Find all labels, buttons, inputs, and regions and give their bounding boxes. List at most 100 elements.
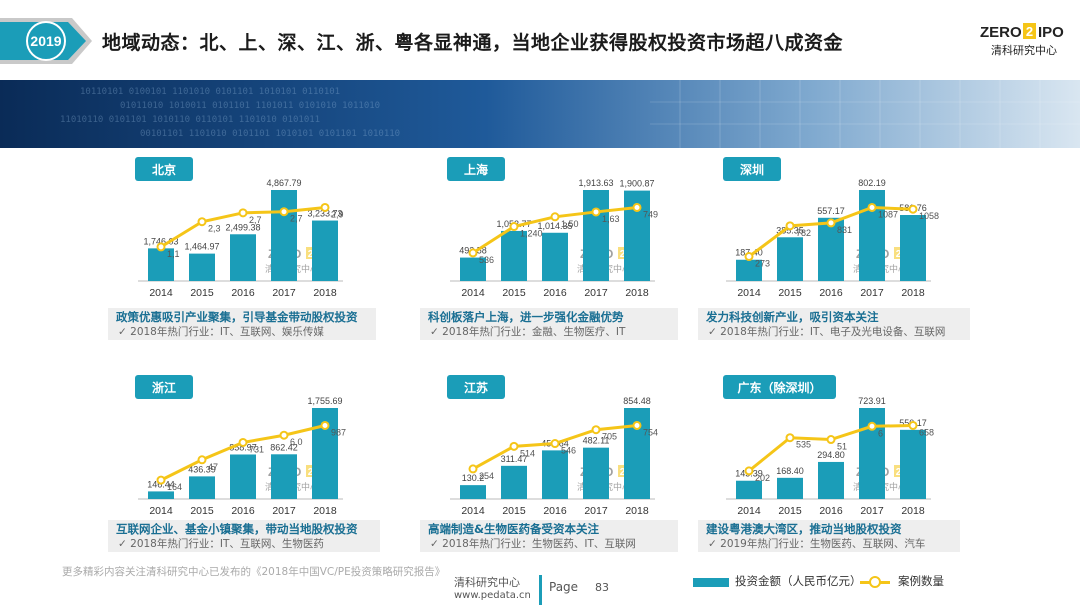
category-label: 2018 xyxy=(625,505,649,517)
desc-box-jiangsu: 高端制造&生物医药备受资本关注 ✓ 2018年热门行业：生物医药、IT、互联网 xyxy=(420,520,678,552)
desc-box-zhejiang: 互联网企业、基金小镇聚集，带动当地股权投资 ✓ 2018年热门行业：IT、互联网… xyxy=(108,520,380,552)
year-text: 2019 xyxy=(30,33,61,49)
category-label: 2014 xyxy=(149,287,173,299)
bar-2014 xyxy=(736,259,762,281)
category-label: 2017 xyxy=(584,287,608,299)
watermark-mid: 2 xyxy=(308,249,314,260)
category-label: 2015 xyxy=(190,505,214,517)
line-point xyxy=(908,204,918,214)
line-value-label: 2,9 xyxy=(331,209,344,219)
bar-2014 xyxy=(148,491,174,499)
chart-shanghai: 上海ZERO2IPO清科研究中心492.5820141,052.7720151,… xyxy=(447,157,658,299)
line-value-label: 2,7 xyxy=(249,215,262,225)
footer-org: 清科研究中心 xyxy=(454,576,520,589)
bar-value-label: 854.48 xyxy=(623,396,651,406)
bar-value-label: 1,464.97 xyxy=(184,242,219,252)
line-value-label: 535 xyxy=(796,440,811,450)
bar-value-label: 130.2 xyxy=(462,473,485,483)
legend-dot-icon xyxy=(869,576,881,588)
line-point xyxy=(632,420,642,430)
line-value-label: 47 xyxy=(208,462,218,472)
region-label-text: 深圳 xyxy=(740,162,764,177)
zero2ipo-logo: ZERO 2 IPO 清科研究中心 xyxy=(980,23,1064,57)
line-point xyxy=(197,217,207,227)
desc-title-guangdong: 建设粤港澳大湾区，推动当地股权投资 xyxy=(706,522,902,536)
bar-2017 xyxy=(271,454,297,499)
bar-value-label: 436.39 xyxy=(188,464,216,474)
line-point xyxy=(468,464,478,474)
panel-zhejiang: 浙江ZERO2IPO清科研究中心146.442014436.392015858.… xyxy=(100,368,380,563)
line-value-label: 987 xyxy=(331,427,346,437)
line-value-label: 754 xyxy=(643,427,658,437)
category-label: 2015 xyxy=(502,287,526,299)
svg-text:2: 2 xyxy=(1026,24,1033,39)
bar-2015 xyxy=(501,230,527,281)
line-point xyxy=(279,207,289,217)
watermark-box xyxy=(894,247,903,259)
line-point xyxy=(744,466,754,476)
category-label: 2017 xyxy=(272,505,296,517)
watermark-mid: 2 xyxy=(896,467,902,478)
line-point xyxy=(785,433,795,443)
region-label-bg xyxy=(135,375,193,399)
line-point xyxy=(156,475,166,485)
line-value-label: 254 xyxy=(479,471,494,481)
bar-value-label: 723.91 xyxy=(858,396,886,406)
region-label-bg xyxy=(723,157,781,181)
panel-shenzhen: 深圳ZERO2IPO清科研究中心187.402014385.352015557.… xyxy=(688,150,970,345)
bar-2016 xyxy=(818,217,844,281)
line-value-label: 831 xyxy=(837,225,852,235)
desc-title-zhejiang: 互联网企业、基金小镇聚集，带动当地股权投资 xyxy=(116,522,358,536)
line-value-label: 273 xyxy=(755,259,770,269)
legend-bar-label: 投资金额（人民币亿元） xyxy=(735,574,862,588)
category-label: 2014 xyxy=(149,505,173,517)
category-label: 2014 xyxy=(461,287,485,299)
category-label: 2018 xyxy=(313,505,337,517)
watermark-mid: 2 xyxy=(308,467,314,478)
line-point xyxy=(320,202,330,212)
chart-guangdong: 广东（除深圳）ZERO2IPO清科研究中心145.392014168.40201… xyxy=(723,375,934,517)
bar-value-label: 294.80 xyxy=(817,450,845,460)
category-label: 2016 xyxy=(231,505,255,517)
chart-beijing: 北京ZERO2IPO清科研究中心1,746.0320141,464.972015… xyxy=(135,157,344,299)
line-value-label: 782 xyxy=(796,228,811,238)
footer-divider xyxy=(539,575,542,605)
category-label: 2018 xyxy=(313,287,337,299)
region-label: 深圳 xyxy=(723,157,781,181)
region-label-text: 广东（除深圳） xyxy=(737,380,821,395)
bar-2016 xyxy=(818,461,844,499)
legend-line-label: 案例数量 xyxy=(898,574,944,588)
line-value-label: 6 xyxy=(878,428,883,438)
svg-text:10110101 0100101 1101010 01011: 10110101 0100101 1101010 0101101 1010101… xyxy=(80,87,340,97)
line-point xyxy=(826,435,836,445)
chart-shenzhen: 深圳ZERO2IPO清科研究中心187.402014385.352015557.… xyxy=(723,157,939,299)
line-value-label: 2,7 xyxy=(290,214,303,224)
bar-2015 xyxy=(777,237,803,281)
line-value-label: 514 xyxy=(520,448,535,458)
bar-value-label: 862.42 xyxy=(270,442,298,452)
bar-value-label: 1,014.35 xyxy=(537,221,572,231)
line-value-label: 1,50 xyxy=(561,219,579,229)
line-point xyxy=(320,420,330,430)
category-label: 2015 xyxy=(778,287,802,299)
region-label: 浙江 xyxy=(135,375,193,399)
page-label: Page xyxy=(549,580,579,594)
line-point xyxy=(632,202,642,212)
line-value-label: 546 xyxy=(561,446,576,456)
line-point xyxy=(908,420,918,430)
line-value-label: 1,1 xyxy=(167,249,180,259)
line-point xyxy=(867,421,877,431)
bar-2015 xyxy=(189,476,215,499)
footer-url[interactable]: www.pedata.cn xyxy=(454,590,531,601)
header-banner: 10110101 0100101 1101010 0101101 1010101… xyxy=(0,80,1080,148)
line-value-label: 749 xyxy=(643,209,658,219)
line-point xyxy=(238,437,248,447)
region-label: 广东（除深圳） xyxy=(723,375,836,399)
line-value-label: 705 xyxy=(602,432,617,442)
line-value-label: 1,240 xyxy=(520,229,543,239)
panel-jiangsu: 江苏ZERO2IPO清科研究中心130.22014311.472015456.6… xyxy=(412,368,692,563)
line-point xyxy=(591,207,601,217)
line-point xyxy=(785,221,795,231)
desc-industry-shenzhen: ✓ 2018年热门行业：IT、电子及光电设备、互联网 xyxy=(708,326,946,338)
region-label: 北京 xyxy=(135,157,193,181)
